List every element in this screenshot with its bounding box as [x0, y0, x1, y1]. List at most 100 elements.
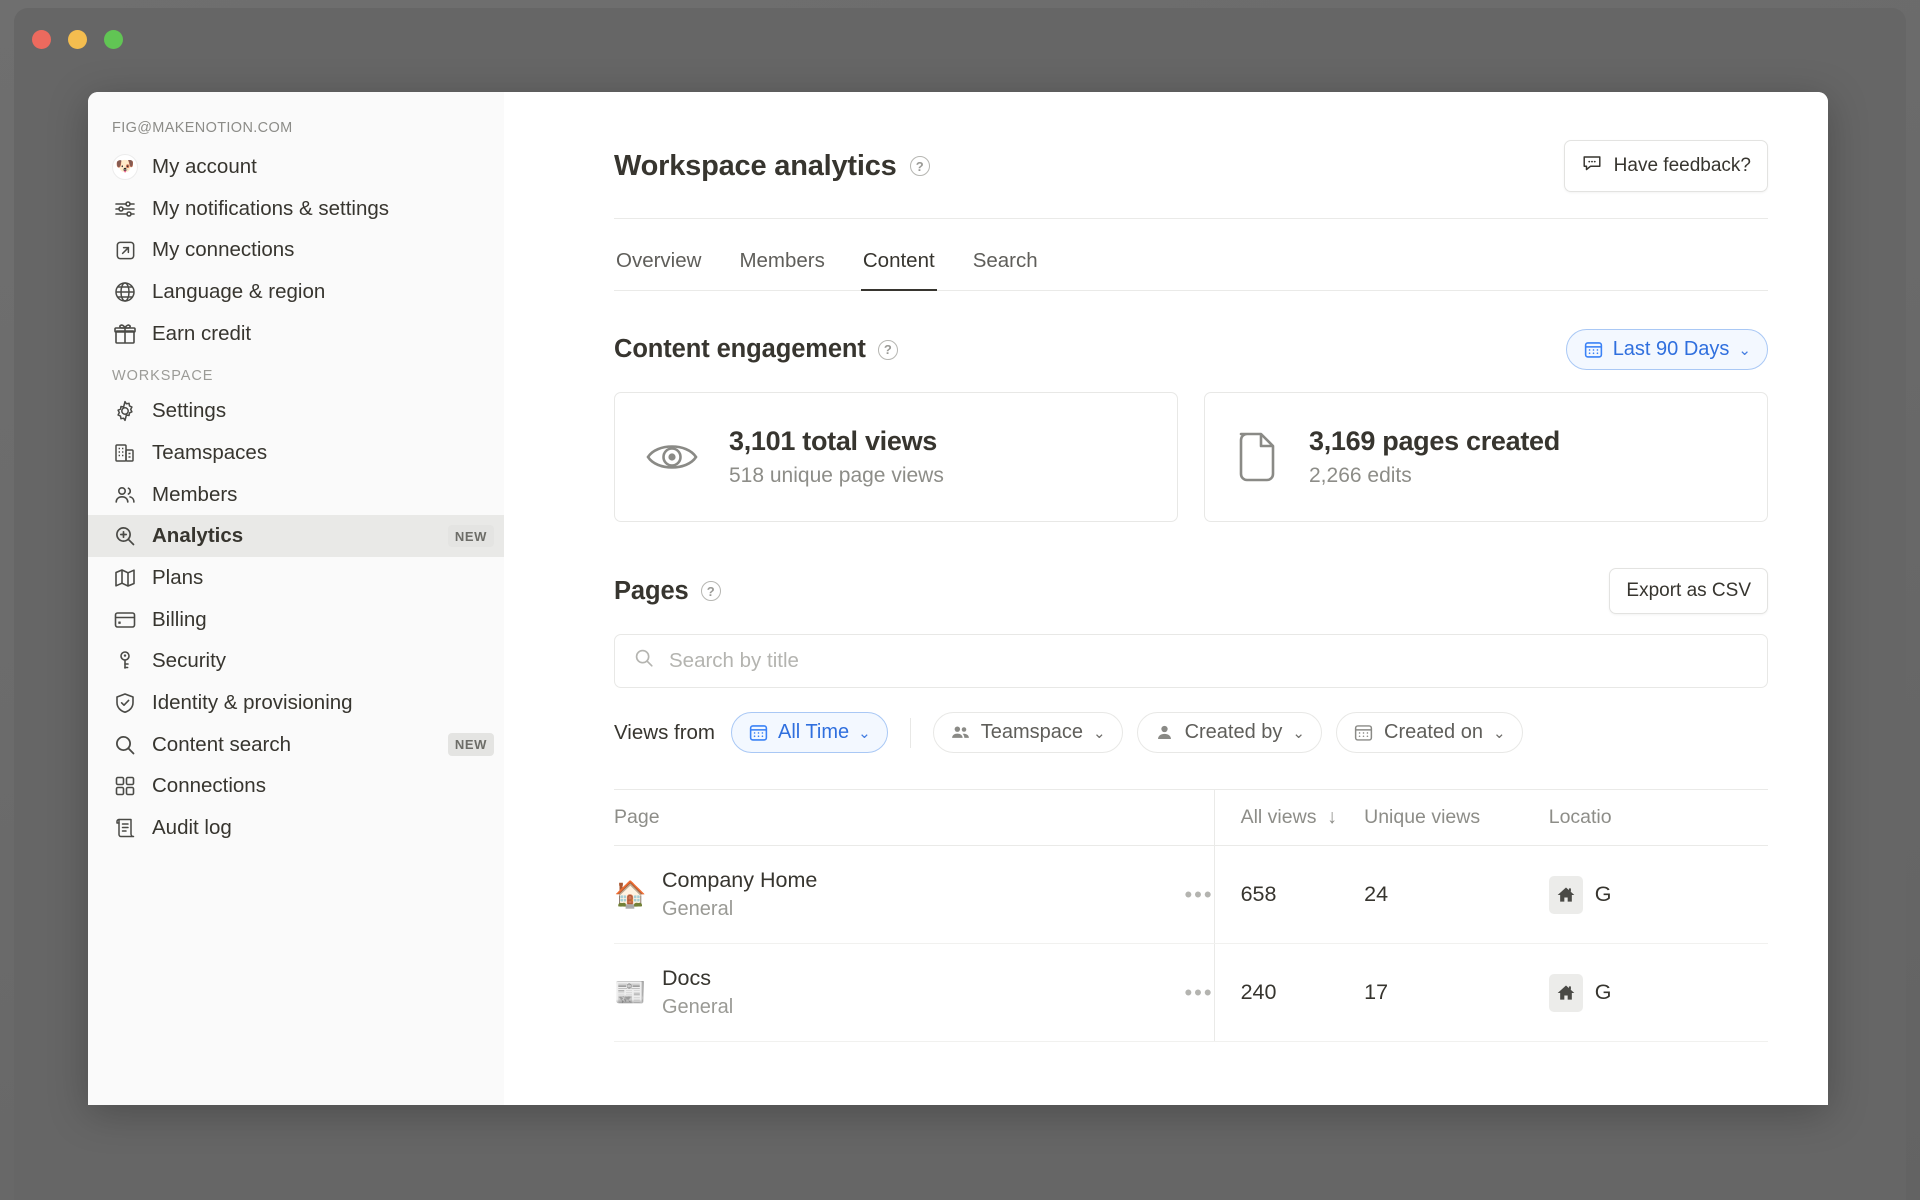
- pages-table-wrapper: Page All views ↓ Unique views Locatio: [614, 753, 1768, 1042]
- sidebar-item-members[interactable]: Members: [88, 474, 504, 516]
- chevron-down-icon: ⌄: [858, 724, 871, 742]
- tab-search[interactable]: Search: [972, 249, 1038, 272]
- page-title-cell[interactable]: Docs: [662, 966, 711, 990]
- home-icon: [1548, 875, 1583, 914]
- calendar-icon: [748, 722, 769, 743]
- table-row[interactable]: 📰 Docs General ••• 240: [614, 943, 1768, 1042]
- column-header-all-views[interactable]: All views ↓: [1213, 789, 1365, 846]
- table-header-row: Page All views ↓ Unique views Locatio: [614, 789, 1768, 846]
- question-mark-icon[interactable]: ?: [909, 156, 930, 176]
- sidebar-item-connections[interactable]: Connections: [88, 765, 504, 807]
- cell-page: 🏠 Company Home General •••: [614, 845, 1215, 944]
- date-range-filter[interactable]: Last 90 Days ⌄: [1565, 329, 1768, 370]
- cell-page: 📰 Docs General •••: [614, 943, 1215, 1042]
- sidebar-item-settings[interactable]: Settings: [88, 390, 504, 432]
- row-more-options-button[interactable]: •••: [1184, 979, 1214, 1005]
- home-icon: [1548, 973, 1583, 1012]
- views-from-label: Views from: [614, 720, 716, 744]
- filter-chip-label: Created on: [1384, 721, 1483, 743]
- sidebar-item-billing[interactable]: Billing: [88, 599, 504, 641]
- building-icon: [112, 440, 138, 466]
- account-email: FIG@MAKENOTION.COM: [112, 120, 293, 136]
- search-icon: [112, 732, 138, 758]
- new-badge: NEW: [447, 524, 494, 548]
- filter-chip-created-on[interactable]: Created on ⌄: [1336, 712, 1523, 753]
- sidebar-item-content-search[interactable]: Content search NEW: [88, 724, 504, 766]
- column-header-location[interactable]: Locatio: [1548, 789, 1768, 846]
- new-badge: NEW: [447, 733, 494, 756]
- sidebar-item-teamspaces[interactable]: Teamspaces: [88, 432, 504, 474]
- question-mark-icon[interactable]: ?: [877, 339, 898, 360]
- dog-avatar-icon: 🐶: [112, 153, 138, 180]
- sidebar-item-label: Connections: [152, 774, 266, 798]
- date-range-label: Last 90 Days: [1612, 338, 1730, 360]
- sidebar-item-label: Plans: [152, 566, 204, 590]
- content-engagement-title-text: Content engagement: [614, 335, 866, 363]
- search-input[interactable]: [669, 649, 1749, 673]
- filter-chip-teamspace[interactable]: Teamspace ⌄: [932, 712, 1123, 753]
- search-icon: [633, 647, 655, 675]
- page-title-cell[interactable]: Company Home: [662, 868, 818, 892]
- sidebar-item-label: Settings: [152, 399, 227, 423]
- sidebar-item-identity-provisioning[interactable]: Identity & provisioning: [88, 682, 504, 724]
- tab-content[interactable]: Content: [860, 241, 937, 291]
- people-icon: [950, 722, 971, 743]
- chevron-down-icon: ⌄: [1292, 724, 1305, 742]
- stat-sub: 2,266 edits: [1309, 464, 1412, 487]
- pages-header: Pages ? Export as CSV: [614, 522, 1768, 634]
- export-as-csv-button[interactable]: Export as CSV: [1609, 568, 1768, 614]
- views-from-time-filter[interactable]: All Time ⌄: [731, 712, 888, 753]
- sort-descending-icon: ↓: [1321, 806, 1338, 828]
- views-from-time-label: All Time: [778, 721, 850, 743]
- stat-card-total-views: 3,101 total views 518 unique page views: [614, 392, 1178, 522]
- page-emoji-icon: 🏠: [614, 879, 647, 909]
- unique-views-value: 24: [1364, 882, 1389, 906]
- cell-all-views: 658: [1213, 845, 1365, 944]
- search-by-title-box[interactable]: [614, 634, 1768, 688]
- sidebar-item-earn-credit[interactable]: Earn credit: [88, 313, 504, 355]
- page-title-text: Workspace analytics: [614, 149, 897, 182]
- column-header-page[interactable]: Page: [614, 789, 1215, 846]
- page-subtitle-cell: General: [662, 898, 734, 920]
- main-content: Workspace analytics ? Have fee: [504, 92, 1828, 1105]
- map-icon: [112, 565, 138, 591]
- sidebar-item-plans[interactable]: Plans: [88, 557, 504, 599]
- all-views-value: 658: [1240, 882, 1277, 906]
- have-feedback-button[interactable]: Have feedback?: [1563, 140, 1768, 192]
- sidebar-item-language-region[interactable]: Language & region: [88, 271, 504, 313]
- page-subtitle-cell: General: [662, 996, 734, 1018]
- sidebar-item-label: Language & region: [152, 280, 326, 304]
- table-row[interactable]: 🏠 Company Home General •••: [614, 845, 1768, 944]
- row-more-options-button[interactable]: •••: [1184, 881, 1214, 907]
- window-traffic-lights[interactable]: [32, 30, 123, 49]
- column-header-unique-views[interactable]: Unique views: [1364, 789, 1549, 846]
- minimize-window-button[interactable]: [68, 30, 87, 49]
- cell-all-views: 240: [1213, 943, 1365, 1042]
- tab-members[interactable]: Members: [739, 249, 825, 272]
- sidebar-item-analytics[interactable]: Analytics NEW: [88, 515, 504, 558]
- question-mark-icon[interactable]: ?: [700, 581, 721, 601]
- eye-icon: [645, 436, 699, 478]
- sidebar-item-security[interactable]: Security: [88, 640, 504, 682]
- filter-chip-created-by[interactable]: Created by ⌄: [1136, 712, 1322, 753]
- sidebar-item-my-connections[interactable]: My connections: [88, 229, 504, 271]
- maximize-window-button[interactable]: [104, 30, 123, 49]
- calendar-icon: [1353, 722, 1374, 743]
- sidebar-item-my-notifications-settings[interactable]: My notifications & settings: [88, 188, 504, 230]
- sidebar: FIG@MAKENOTION.COM 🐶 My account My notif…: [88, 92, 504, 1105]
- sidebar-item-label: Earn credit: [152, 321, 252, 345]
- sidebar-item-my-account[interactable]: 🐶 My account: [88, 146, 504, 188]
- sidebar-item-label: Audit log: [152, 816, 232, 840]
- cell-location: G: [1548, 943, 1768, 1042]
- sidebar-item-label: Billing: [152, 607, 207, 631]
- sidebar-item-audit-log[interactable]: Audit log: [88, 807, 504, 849]
- page-emoji-icon: 📰: [614, 977, 647, 1007]
- people-icon: [112, 482, 138, 508]
- sidebar-item-label: Identity & provisioning: [152, 691, 353, 715]
- speech-bubble-icon: [1581, 152, 1603, 180]
- column-header-label: All views: [1240, 806, 1317, 828]
- content-engagement-title: Content engagement ?: [614, 335, 898, 364]
- grid-squares-icon: [112, 773, 138, 799]
- close-window-button[interactable]: [32, 30, 51, 49]
- tab-overview[interactable]: Overview: [616, 249, 702, 272]
